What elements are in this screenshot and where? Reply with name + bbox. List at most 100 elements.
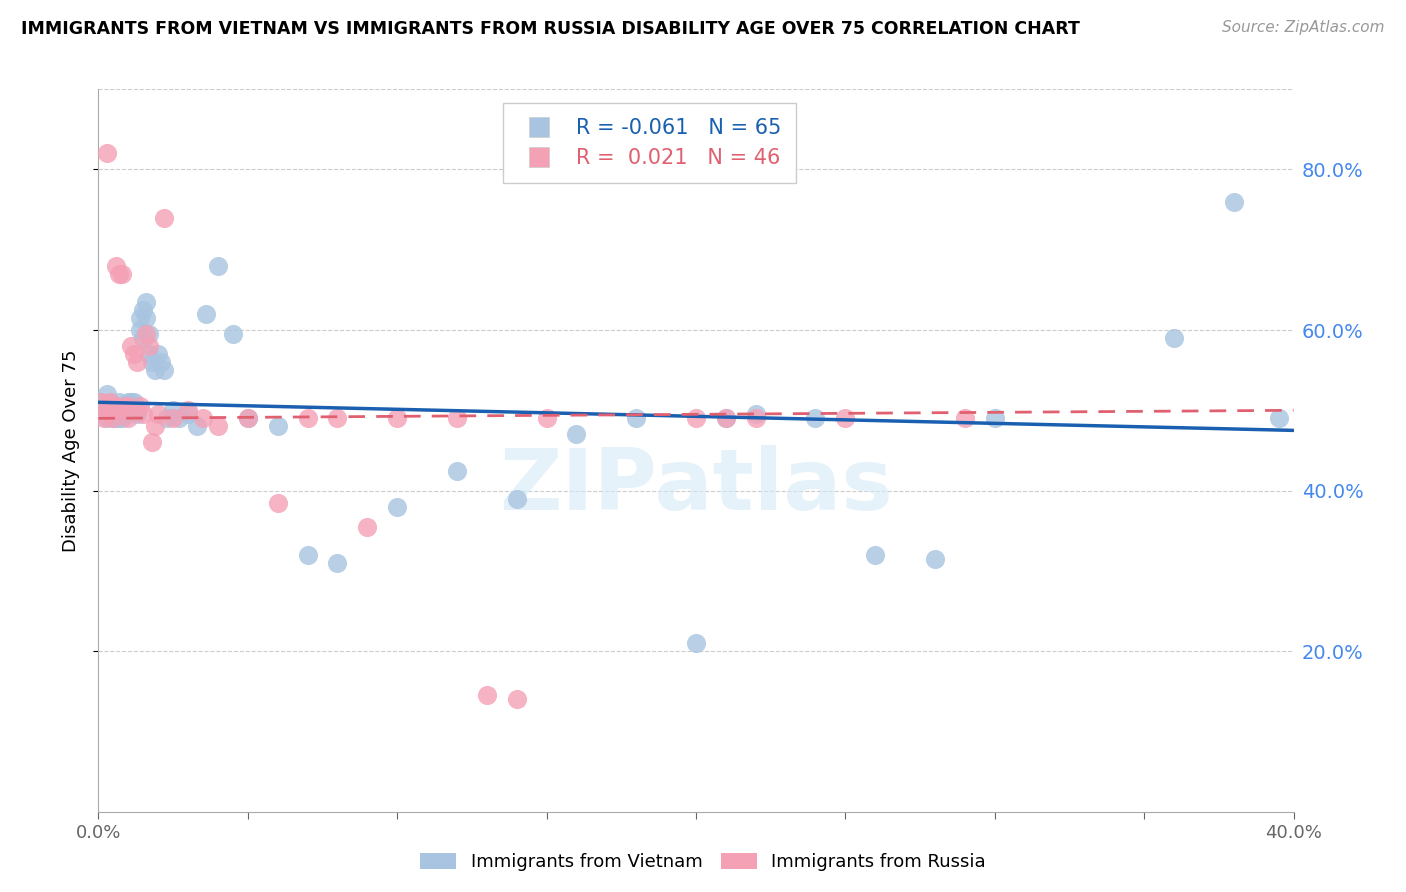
Point	[103, 411, 125, 425]
Point	[356, 519, 378, 533]
Point	[326, 411, 349, 425]
Point	[536, 411, 558, 425]
Point	[143, 419, 166, 434]
Point	[135, 326, 157, 341]
Point	[127, 407, 149, 421]
Point	[236, 411, 259, 425]
Point	[207, 419, 229, 434]
Point	[506, 491, 529, 506]
Point	[475, 689, 498, 703]
Point	[207, 259, 229, 273]
Point	[93, 399, 115, 413]
Point	[267, 495, 290, 509]
Point	[103, 411, 125, 425]
Point	[96, 411, 118, 425]
Point	[745, 407, 768, 421]
Point	[953, 411, 976, 425]
Point	[167, 411, 190, 425]
Point	[267, 419, 290, 434]
Point	[96, 387, 118, 401]
Point	[117, 411, 139, 425]
Text: ZIPatlas: ZIPatlas	[499, 445, 893, 528]
Point	[120, 395, 142, 409]
Point	[129, 310, 152, 325]
Point	[685, 636, 707, 650]
Point	[714, 411, 737, 425]
Point	[96, 403, 118, 417]
Point	[105, 259, 128, 273]
Legend: R = -0.061   N = 65, R =  0.021   N = 46: R = -0.061 N = 65, R = 0.021 N = 46	[503, 103, 796, 183]
Point	[108, 395, 131, 409]
Point	[143, 363, 166, 377]
Point	[135, 310, 157, 325]
Point	[186, 419, 208, 434]
Point	[148, 407, 170, 421]
Point	[162, 403, 184, 417]
Text: Source: ZipAtlas.com: Source: ZipAtlas.com	[1222, 20, 1385, 35]
Point	[685, 411, 707, 425]
Point	[924, 551, 946, 566]
Point	[90, 395, 112, 409]
Point	[117, 399, 139, 413]
Point	[111, 403, 134, 417]
Point	[297, 548, 319, 562]
Point	[103, 399, 125, 413]
Point	[138, 339, 160, 353]
Point	[135, 294, 157, 309]
Point	[141, 355, 163, 369]
Point	[626, 411, 648, 425]
Point	[191, 411, 214, 425]
Point	[98, 395, 122, 409]
Point	[120, 399, 142, 413]
Point	[1163, 331, 1185, 345]
Point	[124, 395, 146, 409]
Point	[98, 395, 122, 409]
Point	[93, 411, 115, 425]
Point	[105, 399, 128, 413]
Point	[124, 347, 146, 361]
Point	[132, 331, 155, 345]
Point	[148, 347, 170, 361]
Point	[117, 407, 139, 421]
Point	[222, 326, 245, 341]
Legend: Immigrants from Vietnam, Immigrants from Russia: Immigrants from Vietnam, Immigrants from…	[413, 846, 993, 879]
Point	[111, 411, 134, 425]
Point	[98, 399, 122, 413]
Point	[117, 399, 139, 413]
Point	[150, 355, 173, 369]
Point	[714, 411, 737, 425]
Point	[385, 411, 409, 425]
Point	[834, 411, 856, 425]
Point	[156, 411, 179, 425]
Point	[177, 403, 200, 417]
Point	[326, 556, 349, 570]
Point	[984, 411, 1007, 425]
Point	[105, 399, 128, 413]
Point	[236, 411, 259, 425]
Point	[129, 399, 152, 413]
Point	[1267, 411, 1289, 425]
Point	[138, 347, 160, 361]
Point	[108, 267, 131, 281]
Point	[114, 407, 136, 421]
Y-axis label: Disability Age Over 75: Disability Age Over 75	[62, 349, 80, 552]
Point	[117, 395, 139, 409]
Point	[129, 323, 152, 337]
Point	[127, 355, 149, 369]
Point	[111, 267, 134, 281]
Point	[105, 411, 128, 425]
Point	[745, 411, 768, 425]
Point	[108, 411, 131, 425]
Point	[195, 307, 218, 321]
Point	[96, 146, 118, 161]
Point	[114, 399, 136, 413]
Point	[446, 411, 468, 425]
Point	[297, 411, 319, 425]
Point	[120, 339, 142, 353]
Point	[141, 435, 163, 450]
Text: IMMIGRANTS FROM VIETNAM VS IMMIGRANTS FROM RUSSIA DISABILITY AGE OVER 75 CORRELA: IMMIGRANTS FROM VIETNAM VS IMMIGRANTS FR…	[21, 20, 1080, 37]
Point	[865, 548, 887, 562]
Point	[108, 403, 131, 417]
Point	[114, 399, 136, 413]
Point	[127, 403, 149, 417]
